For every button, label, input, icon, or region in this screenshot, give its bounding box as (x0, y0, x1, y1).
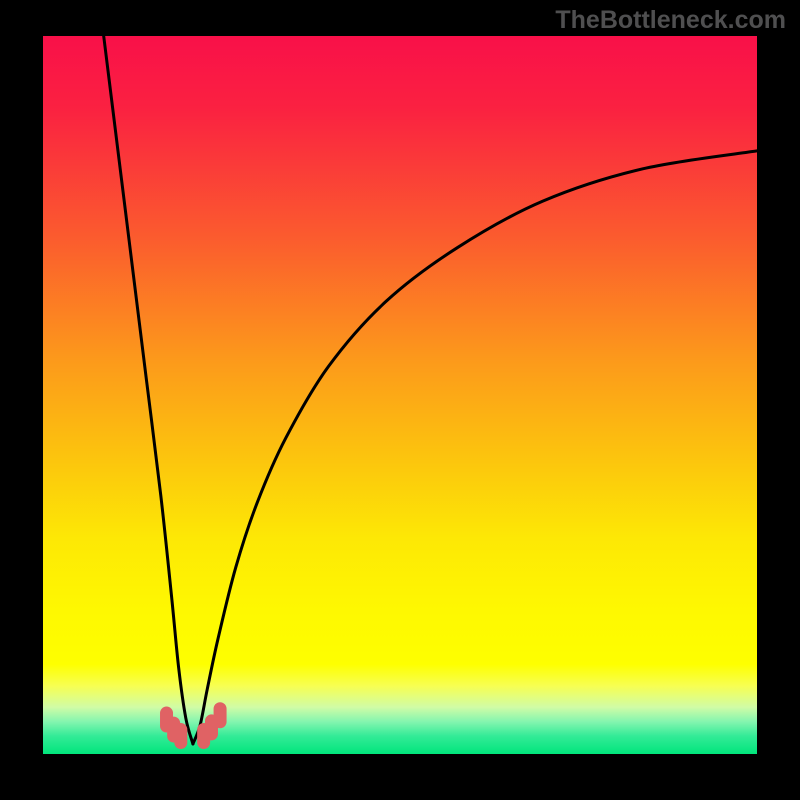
curve-right (193, 151, 757, 744)
chart-container: TheBottleneck.com (0, 0, 800, 800)
sweet-spot-marker (214, 702, 227, 728)
curve-left (104, 36, 193, 744)
watermark-text: TheBottleneck.com (555, 6, 786, 35)
sweet-spot-marker (174, 723, 187, 749)
curve-layer (0, 0, 800, 800)
